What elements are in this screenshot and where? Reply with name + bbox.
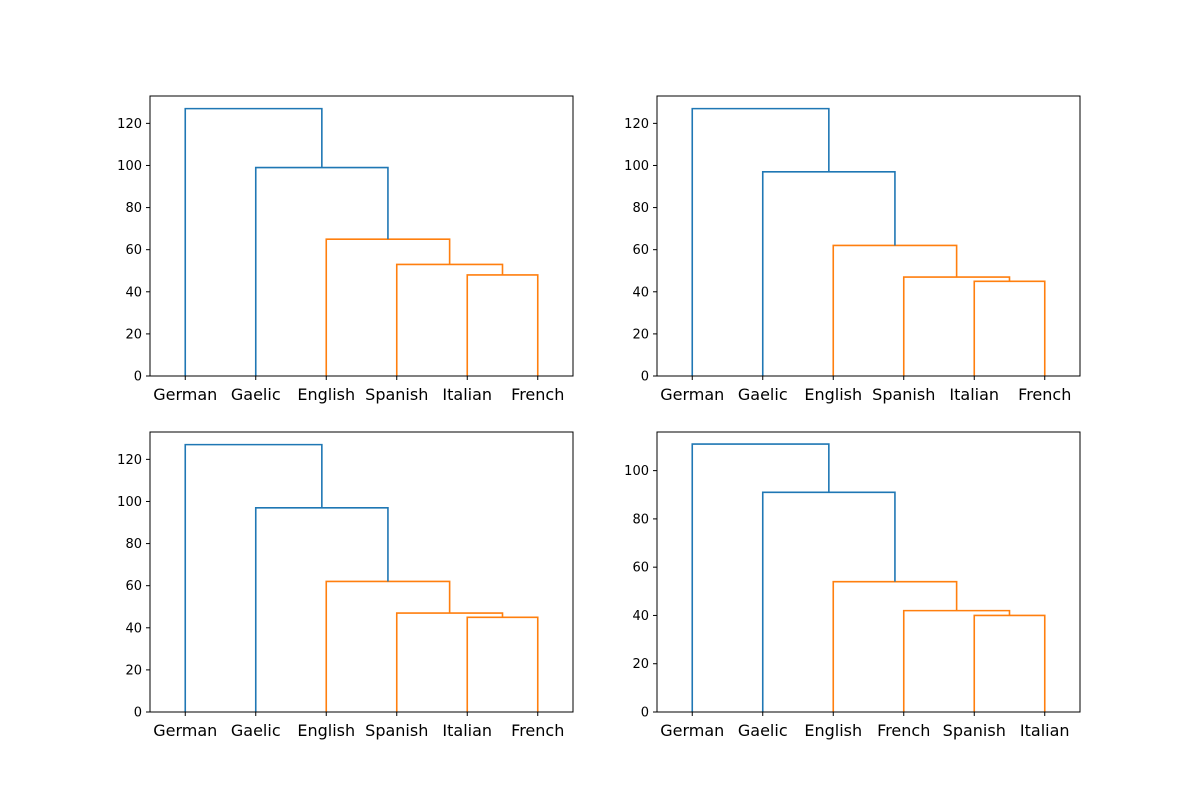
- y-tick-label: 0: [134, 370, 142, 385]
- y-tick-label: 80: [125, 537, 142, 552]
- dendrogram-panel-4: 0 20 40 60 80 100 German Gaelic English French Spa…: [624, 431, 1081, 740]
- leaf-label: German: [660, 721, 724, 740]
- y-tick-label: 40: [632, 609, 649, 624]
- dendrogram-panel-2: 0 20 40 60 80 100 120 German Gaelic English Spanis…: [624, 95, 1081, 404]
- y-tick-label: 20: [632, 327, 649, 342]
- y-tick-label: 120: [117, 453, 142, 468]
- y-tick-label: 80: [632, 512, 649, 527]
- dendrogram-link: [761, 491, 896, 712]
- leaf-label: English: [804, 385, 862, 404]
- y-tick-label: 0: [134, 706, 142, 721]
- y-tick-label: 80: [125, 201, 142, 216]
- y-tick-label: 0: [641, 370, 649, 385]
- axes-frame: [149, 95, 574, 377]
- leaf-label: Gaelic: [231, 721, 281, 740]
- leaf-label: Italian: [1020, 721, 1070, 740]
- y-tick-label: 0: [641, 706, 649, 721]
- dendrogram-link: [832, 244, 958, 376]
- leaf-label: English: [297, 721, 355, 740]
- y-tick-label: 100: [624, 464, 649, 479]
- leaf-label: German: [660, 385, 724, 404]
- leaf-label: Gaelic: [738, 385, 788, 404]
- leaf-label: Gaelic: [231, 385, 281, 404]
- dendrogram-link: [691, 443, 830, 712]
- leaf-label: Italian: [949, 385, 999, 404]
- y-tick-label: 80: [632, 201, 649, 216]
- leaf-label: French: [877, 721, 930, 740]
- leaf-label: Spanish: [365, 385, 428, 404]
- leaf-label: French: [511, 385, 564, 404]
- y-tick-label: 60: [632, 561, 649, 576]
- y-tick-label: 100: [117, 159, 142, 174]
- y-tick-label: 40: [125, 285, 142, 300]
- y-tick-label: 60: [125, 243, 142, 258]
- dendrogram-link: [691, 107, 830, 376]
- y-tick-label: 100: [117, 495, 142, 510]
- dendrogram-link: [902, 276, 1011, 376]
- leaf-label: Spanish: [872, 385, 935, 404]
- y-tick-label: 60: [632, 243, 649, 258]
- leaf-label: English: [804, 721, 862, 740]
- leaf-label: Spanish: [365, 721, 428, 740]
- dendrogram-link: [254, 166, 389, 376]
- dendrogram-link: [184, 443, 323, 712]
- dendrogram-link: [395, 612, 504, 712]
- leaf-label: Italian: [442, 385, 492, 404]
- leaf-label: German: [153, 721, 217, 740]
- y-tick-label: 120: [624, 117, 649, 132]
- dendrogram-panel-1: 0 20 40 60 80 100 120 German Gaelic English Spanis…: [117, 95, 574, 404]
- y-tick-label: 40: [125, 621, 142, 636]
- leaf-label: Italian: [442, 721, 492, 740]
- leaf-label: French: [511, 721, 564, 740]
- leaf-label: French: [1018, 385, 1071, 404]
- axes-frame: [656, 95, 1081, 377]
- leaf-label: English: [297, 385, 355, 404]
- dendrogram-link: [325, 238, 451, 376]
- y-tick-label: 20: [125, 327, 142, 342]
- y-tick-label: 40: [632, 285, 649, 300]
- y-tick-label: 20: [125, 663, 142, 678]
- leaf-label: Spanish: [943, 721, 1006, 740]
- leaf-label: German: [153, 385, 217, 404]
- axes-frame: [149, 431, 574, 713]
- dendrogram-link: [325, 580, 451, 712]
- dendrogram-link: [902, 609, 1011, 712]
- dendrogram-panel-3: 0 20 40 60 80 100 120 German Gaelic English Spanis…: [117, 431, 574, 740]
- y-tick-label: 20: [632, 657, 649, 672]
- y-tick-label: 60: [125, 579, 142, 594]
- dendrogram-link: [184, 107, 323, 376]
- axes-frame: [656, 431, 1081, 713]
- y-tick-label: 120: [117, 117, 142, 132]
- y-tick-label: 100: [624, 159, 649, 174]
- leaf-label: Gaelic: [738, 721, 788, 740]
